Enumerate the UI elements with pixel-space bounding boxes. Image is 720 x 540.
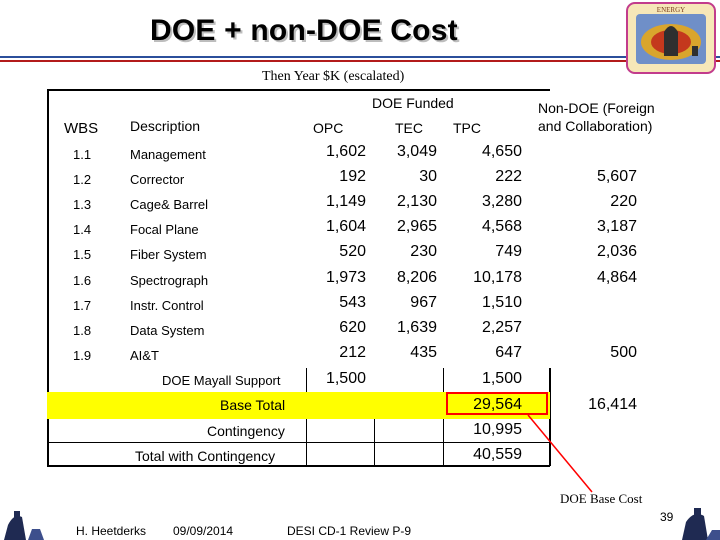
opc-header: OPC: [313, 120, 344, 136]
table-cell-wbs: 1.8: [73, 322, 92, 338]
base-total-non-doe: 16,414: [588, 396, 637, 413]
table-cell-wbs: 1.7: [73, 297, 92, 313]
logo-text: ENERGY: [657, 6, 685, 14]
table-cell-non-doe: 3,187: [596, 218, 637, 236]
base-total-tpc: 29,564: [473, 396, 522, 413]
contingency-label: Contingency: [207, 423, 285, 439]
base-total-tpc-outline: [446, 392, 548, 415]
tpc-header: TPC: [453, 120, 481, 136]
table-left-border: [47, 89, 49, 467]
table-cell-non-doe: 5,607: [596, 168, 637, 186]
table-cell-description: Focal Plane: [130, 222, 199, 238]
table-cell-tec: 2,130: [396, 193, 437, 211]
page-title: DOE + non-DOE Cost: [150, 14, 458, 47]
table-bottom-border: [47, 465, 550, 467]
table-cell-opc: 520: [339, 243, 366, 261]
mayall-tpc: 1,500: [481, 370, 522, 387]
non-doe-header-line1: Non-DOE (Foreign: [538, 100, 655, 116]
table-cell-opc: 192: [339, 168, 366, 186]
table-cell-tpc: 4,650: [481, 143, 522, 160]
table-cell-wbs: 1.9: [73, 347, 92, 363]
table-cell-tec: 2,965: [396, 218, 437, 236]
table-cell-opc: 1,149: [325, 193, 366, 211]
tec-header: TEC: [395, 120, 423, 136]
table-cell-non-doe: 2,036: [596, 243, 637, 261]
table-cell-wbs: 1.4: [73, 222, 92, 238]
table-cell-tpc: 3,280: [481, 193, 522, 211]
base-total-label: Base Total: [220, 397, 286, 413]
energy-logo-icon: ENERGY: [626, 2, 716, 74]
doe-funded-header: DOE Funded: [372, 95, 454, 111]
table-row-line: [47, 442, 550, 443]
total-with-contingency-label: Total with Contingency: [135, 448, 276, 464]
description-header: Description: [130, 118, 201, 134]
subtitle: Then Year $K (escalated): [262, 69, 405, 84]
wbs-header: WBS: [64, 120, 99, 137]
table-cell-wbs: 1.5: [73, 247, 92, 263]
table-cell-description: Management: [130, 147, 206, 162]
footer-author: H. Heetderks: [76, 524, 147, 538]
table-cell-tpc: 749: [495, 243, 522, 261]
table-cell-description: Corrector: [130, 172, 185, 188]
table-cell-description: Cage& Barrel: [130, 197, 209, 213]
table-cell-tec: 435: [410, 343, 437, 361]
table-cell-opc: 1,602: [325, 143, 366, 160]
table-cell-description: Data System: [130, 322, 205, 338]
table-cell-description: Instr. Control: [130, 297, 204, 313]
table-cell-non-doe: 220: [610, 193, 637, 211]
table-cell-tpc: 10,178: [473, 268, 522, 286]
doe-base-cost-callout: DOE Base Cost: [560, 491, 643, 506]
mayall-label: DOE Mayall Support: [162, 373, 281, 388]
table-cell-non-doe: 4,864: [596, 268, 637, 286]
table-cell-description: AI&T: [130, 347, 159, 363]
table-cell-tpc: 222: [495, 168, 522, 186]
table-cell-tec: 230: [410, 243, 437, 261]
table-cell-opc: 1,973: [325, 268, 366, 286]
table-cell-non-doe: 500: [610, 343, 637, 361]
table-cell-opc: 212: [339, 343, 366, 361]
table-cell-tec: 30: [419, 168, 437, 186]
table-cell-description: Fiber System: [130, 247, 207, 263]
table-cell-tpc: 1,510: [481, 293, 522, 311]
table-cell-wbs: 1.1: [73, 147, 92, 162]
table-cell-wbs: 1.6: [73, 272, 92, 288]
table-cell-tec: 8,206: [396, 268, 437, 286]
contingency-tpc: 10,995: [473, 421, 522, 438]
non-doe-header-line2: and Collaboration): [538, 118, 653, 134]
telescope-decoration-icon: [4, 511, 44, 540]
table-cell-opc: 1,604: [325, 218, 366, 236]
title-rule-bottom: [0, 60, 720, 62]
telescope-decoration-icon: [682, 508, 720, 540]
mayall-opc: 1,500: [325, 370, 366, 387]
table-cell-description: Spectrograph: [130, 272, 209, 288]
table-cell-tpc: 647: [495, 343, 522, 361]
table-cell-tpc: 4,568: [481, 218, 522, 236]
table-col-divider-tec: [374, 392, 375, 466]
total-with-contingency-tpc: 40,559: [473, 446, 522, 463]
title-rule-top: [0, 56, 720, 58]
table-cell-wbs: 1.2: [73, 172, 92, 188]
table-cell-opc: 543: [339, 293, 366, 311]
table-cell-tpc: 2,257: [481, 318, 522, 336]
table-cell-wbs: 1.3: [73, 197, 92, 213]
footer-date: 09/09/2014: [173, 524, 234, 538]
table-cell-tec: 3,049: [396, 143, 437, 160]
table-top-border: [47, 89, 550, 91]
table-cell-opc: 620: [339, 318, 366, 336]
page-number: 39: [660, 510, 674, 524]
table-cell-tec: 967: [410, 293, 437, 311]
table-cell-tec: 1,639: [396, 318, 437, 336]
footer-review: DESI CD-1 Review P-9: [287, 524, 412, 538]
